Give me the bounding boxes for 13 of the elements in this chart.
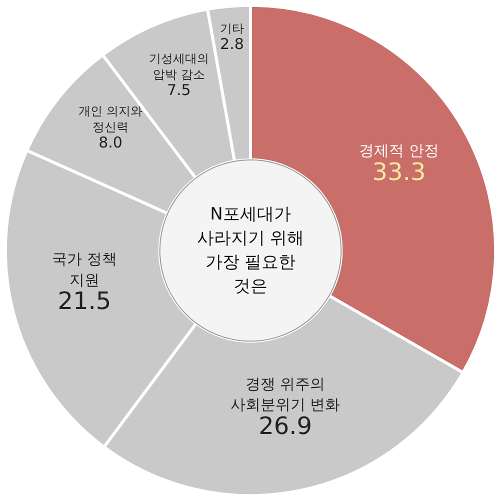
slice-label: 기타 [220, 22, 244, 36]
slice-label: 국가 정책 지원 [52, 250, 117, 289]
text: N포세대가 사라지기 위해 가장 필요한 것은 [196, 204, 304, 296]
data-label: 2.8 [220, 35, 244, 54]
data-label: 21.5 [58, 287, 112, 316]
slice-label: 경쟁 위주의 사회분위기 변화 [230, 374, 340, 414]
data-label: 26.9 [258, 412, 312, 440]
data-label: 33.3 [372, 158, 426, 186]
slice-label: 경제적 안정 [359, 142, 439, 160]
slice-label: 기성세대의 압박 감소 [148, 52, 209, 82]
data-label: 7.5 [167, 81, 191, 100]
data-label: 8.0 [98, 134, 122, 152]
slice-label: 개인 의지와 정신력 [78, 104, 142, 134]
